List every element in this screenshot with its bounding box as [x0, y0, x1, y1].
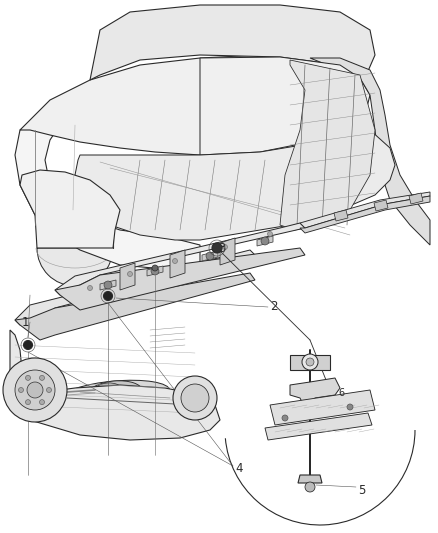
- Circle shape: [151, 267, 159, 275]
- Circle shape: [305, 482, 315, 492]
- Polygon shape: [310, 58, 430, 245]
- Polygon shape: [147, 266, 163, 276]
- Text: 2: 2: [270, 301, 278, 313]
- Polygon shape: [20, 55, 370, 155]
- Circle shape: [27, 382, 43, 398]
- Polygon shape: [280, 60, 375, 230]
- Circle shape: [15, 370, 55, 410]
- Polygon shape: [290, 355, 330, 370]
- Polygon shape: [15, 120, 200, 270]
- Circle shape: [302, 354, 318, 370]
- Circle shape: [173, 376, 217, 420]
- Polygon shape: [20, 170, 120, 248]
- Text: 3: 3: [218, 241, 225, 254]
- Circle shape: [25, 375, 31, 381]
- Circle shape: [39, 375, 45, 381]
- Ellipse shape: [88, 381, 142, 405]
- Polygon shape: [298, 475, 322, 483]
- Polygon shape: [270, 390, 375, 425]
- Polygon shape: [10, 330, 220, 440]
- Wedge shape: [37, 248, 113, 286]
- Circle shape: [18, 387, 24, 392]
- Circle shape: [181, 384, 209, 412]
- Polygon shape: [300, 196, 430, 233]
- Polygon shape: [200, 57, 360, 155]
- Polygon shape: [90, 5, 375, 80]
- Circle shape: [173, 259, 177, 263]
- Circle shape: [212, 243, 222, 253]
- Circle shape: [25, 400, 31, 405]
- Circle shape: [46, 387, 52, 392]
- Ellipse shape: [60, 380, 170, 410]
- Circle shape: [206, 252, 214, 260]
- Polygon shape: [334, 210, 348, 221]
- Text: 1: 1: [22, 316, 29, 328]
- Text: 6: 6: [338, 388, 344, 398]
- Text: 5: 5: [358, 483, 365, 497]
- Polygon shape: [202, 251, 218, 261]
- Polygon shape: [15, 250, 255, 325]
- Circle shape: [261, 237, 269, 245]
- Polygon shape: [257, 236, 273, 246]
- Circle shape: [24, 341, 32, 350]
- Ellipse shape: [93, 383, 123, 401]
- Polygon shape: [120, 263, 135, 290]
- Circle shape: [152, 265, 158, 271]
- Text: 4: 4: [235, 462, 243, 474]
- Circle shape: [104, 281, 112, 289]
- Circle shape: [306, 358, 314, 366]
- Polygon shape: [170, 250, 185, 278]
- Polygon shape: [220, 238, 235, 265]
- Circle shape: [268, 231, 272, 237]
- Circle shape: [103, 292, 113, 301]
- Polygon shape: [75, 130, 395, 240]
- Circle shape: [39, 400, 45, 405]
- Polygon shape: [409, 193, 423, 204]
- Polygon shape: [100, 280, 116, 290]
- Circle shape: [347, 404, 353, 410]
- Circle shape: [3, 358, 67, 422]
- Polygon shape: [15, 273, 255, 340]
- Circle shape: [88, 286, 92, 290]
- Circle shape: [223, 245, 227, 249]
- Polygon shape: [300, 192, 430, 228]
- Polygon shape: [290, 378, 340, 408]
- Polygon shape: [265, 413, 372, 440]
- Polygon shape: [55, 223, 305, 295]
- Polygon shape: [55, 248, 305, 310]
- Circle shape: [127, 271, 133, 277]
- Circle shape: [282, 415, 288, 421]
- Polygon shape: [374, 200, 388, 211]
